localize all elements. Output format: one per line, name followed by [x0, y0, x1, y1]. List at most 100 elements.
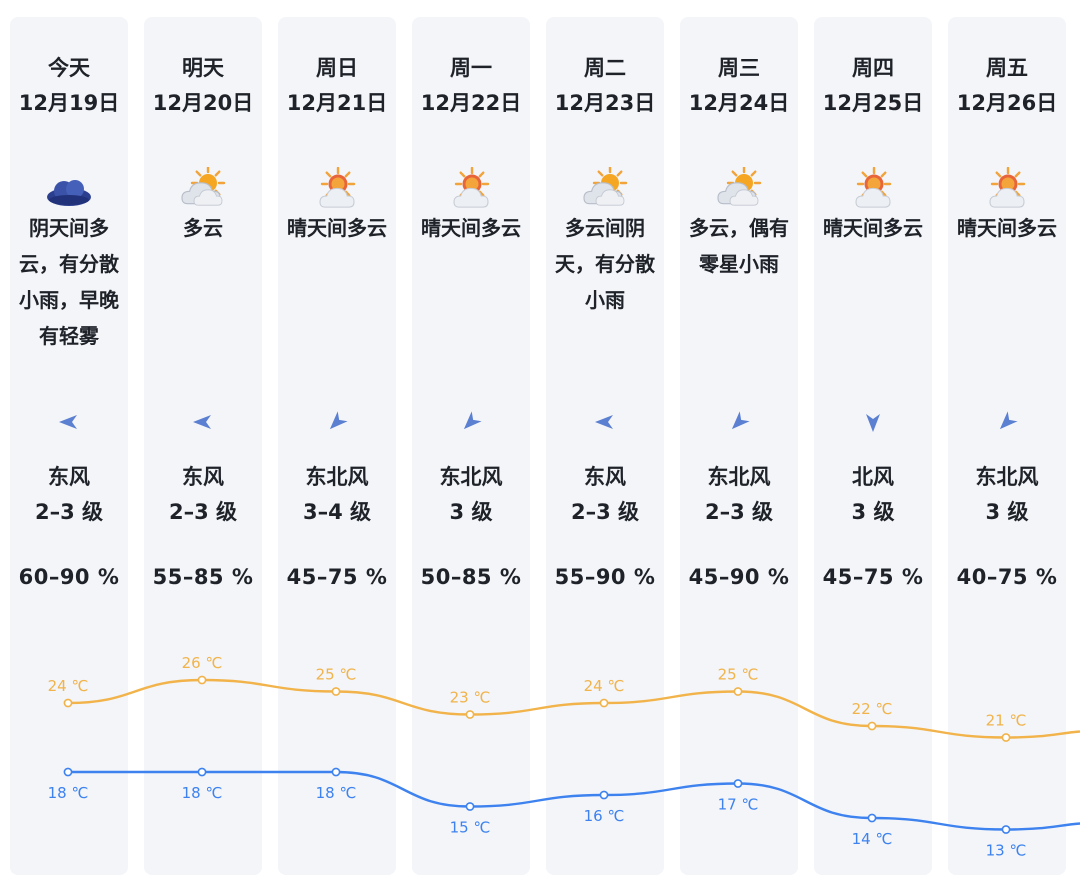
weekday-label: 周日	[316, 56, 358, 80]
weather-description: 晴天间多云	[823, 216, 923, 240]
low-temp-point	[733, 779, 743, 788]
wind-direction-icon	[325, 410, 349, 434]
date-label: 12月23日	[554, 91, 656, 115]
wind-direction-label: 东北风	[439, 465, 503, 489]
day-column: 明天 12月20日 多云东风 2–3 级 55–85 %	[144, 17, 262, 875]
humidity-range: 45–75 %	[286, 565, 388, 589]
partly-cloudy-icon	[178, 165, 228, 211]
date-label: 12月20日	[152, 91, 254, 115]
low-temp-point	[197, 767, 207, 777]
wind-level-label: 3 级	[985, 500, 1029, 524]
low-temp-point	[1001, 825, 1011, 834]
wind-direction-icon	[995, 410, 1019, 434]
weather-description: 晴天间多云	[421, 216, 521, 240]
high-temp-label: 24 ℃	[48, 677, 89, 695]
weather-description: 多云，偶有零星小雨	[689, 216, 789, 276]
wind-level-label: 2–3 级	[704, 500, 774, 524]
low-temp-label: 16 ℃	[584, 807, 625, 825]
high-temp-point	[197, 675, 207, 685]
wind-direction-icon	[57, 410, 81, 434]
humidity-range: 50–85 %	[420, 565, 522, 589]
high-temp-point	[733, 687, 743, 696]
sunny-with-clouds-icon	[848, 166, 898, 211]
wind-level-label: 2–3 级	[34, 500, 104, 524]
humidity-range: 45–75 %	[822, 565, 924, 589]
low-temp-point	[63, 767, 73, 777]
low-temp-label: 18 ℃	[316, 784, 357, 802]
high-temp-label: 23 ℃	[450, 689, 491, 707]
high-temp-line	[67, 678, 1080, 739]
date-label: 12月26日	[956, 91, 1058, 115]
low-temp-point	[867, 813, 877, 823]
low-temp-label: 13 ℃	[986, 842, 1027, 860]
high-temp-point	[867, 721, 877, 731]
low-temp-point	[331, 767, 341, 777]
date-label: 12月25日	[822, 91, 924, 115]
wind-direction-label: 东风	[48, 465, 90, 489]
weekday-label: 周四	[852, 56, 894, 80]
day-column: 周二 12月23日 多云间阴天，有分散小雨 东风 2–3 级 55–90 %	[546, 17, 664, 875]
day-column: 周日 12月21日 晴天间多云东北风 3–4 级 45–75 %	[278, 17, 396, 875]
wind-direction-label: 东风	[584, 465, 626, 489]
low-temp-label: 17 ℃	[718, 796, 759, 814]
high-temp-point	[63, 698, 73, 708]
day-column: 周三 12月24日多云，偶有零星小雨东北风 2–3 级 45–90 %	[680, 17, 798, 875]
day-column: 今天 12月19日 阴天间多云，有分散小雨，早晚有轻雾 东风 2–3 级 60–90 %	[10, 17, 128, 875]
wind-direction-icon	[727, 410, 751, 434]
wind-direction-label: 东北风	[707, 465, 771, 489]
day-column: 周一 12月22日 晴天间多云东北风 3 级 50–85 %	[412, 17, 530, 875]
partly-cloudy-icon	[580, 165, 630, 211]
wind-direction-label: 东风	[182, 465, 224, 489]
overcast-cloud-icon	[44, 167, 94, 211]
sunny-with-clouds-icon	[982, 166, 1032, 211]
wind-direction-icon	[861, 410, 885, 434]
date-label: 12月22日	[420, 91, 522, 115]
humidity-range: 55–90 %	[554, 565, 656, 589]
wind-direction-icon	[191, 410, 215, 434]
weather-description: 晴天间多云	[287, 216, 387, 240]
sunny-with-clouds-icon	[312, 166, 362, 211]
high-temp-label: 25 ℃	[718, 666, 759, 684]
high-temp-label: 25 ℃	[316, 666, 357, 684]
humidity-range: 40–75 %	[956, 565, 1058, 589]
wind-level-label: 3 级	[449, 500, 493, 524]
weather-description: 阴天间多云，有分散小雨，早晚有轻雾	[19, 216, 119, 348]
high-temp-label: 22 ℃	[852, 700, 893, 718]
weekday-label: 周一	[450, 56, 492, 80]
weekday-label: 周二	[584, 56, 626, 80]
wind-direction-label: 北风	[852, 465, 894, 489]
weekday-label: 周三	[718, 56, 760, 80]
weather-description: 多云	[183, 216, 223, 240]
high-temp-point	[331, 687, 341, 696]
wind-direction-icon	[593, 410, 617, 434]
low-temp-label: 14 ℃	[852, 830, 893, 848]
humidity-range: 45–90 %	[688, 565, 790, 589]
day-column: 周四 12月25日 晴天间多云北风 3 级 45–75 %	[814, 17, 932, 875]
wind-direction-icon	[459, 410, 483, 434]
wind-direction-label: 东北风	[305, 465, 369, 489]
date-label: 12月24日	[688, 91, 790, 115]
weekday-label: 今天	[48, 56, 90, 80]
wind-level-label: 2–3 级	[168, 500, 238, 524]
date-label: 12月21日	[286, 91, 388, 115]
high-temp-point	[1001, 733, 1011, 742]
low-temp-label: 18 ℃	[182, 784, 223, 802]
high-temp-point	[599, 698, 609, 708]
low-temp-point	[465, 802, 475, 811]
weekday-label: 明天	[182, 56, 224, 80]
sunny-with-clouds-icon	[446, 166, 496, 211]
high-temp-label: 26 ℃	[182, 654, 223, 672]
wind-level-label: 2–3 级	[570, 500, 640, 524]
weekday-label: 周五	[986, 56, 1028, 80]
wind-level-label: 3–4 级	[302, 500, 372, 524]
low-temp-label: 15 ℃	[450, 819, 491, 837]
high-temp-label: 21 ℃	[986, 712, 1027, 730]
high-temp-point	[465, 710, 475, 719]
weather-description: 晴天间多云	[957, 216, 1057, 240]
low-temp-label: 18 ℃	[48, 784, 89, 802]
day-column: 周五 12月26日 晴天间多云 东北风 3 级 40–75 %	[948, 17, 1066, 875]
wind-level-label: 3 级	[851, 500, 895, 524]
humidity-range: 55–85 %	[152, 565, 254, 589]
